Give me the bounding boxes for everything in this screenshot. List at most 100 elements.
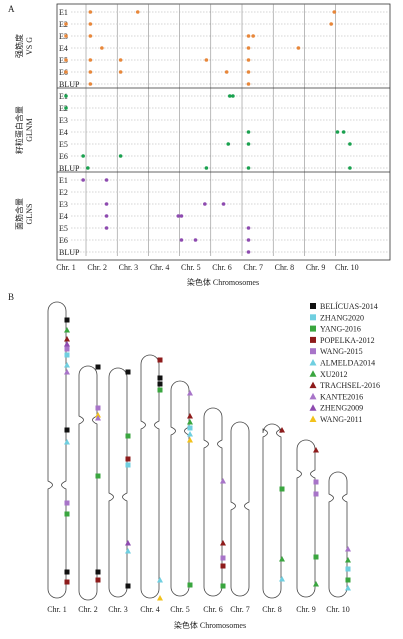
legend-label: XU2012 <box>320 370 348 379</box>
qtl-marker <box>81 178 85 182</box>
panel-a-grid <box>57 4 390 256</box>
chromosome-label: Chr. 8 <box>262 605 282 614</box>
chromosome-label: Chr. 7 <box>243 263 263 272</box>
legend-square-icon <box>310 336 316 343</box>
chromosome-9 <box>296 439 316 598</box>
env-label: E3 <box>59 200 68 209</box>
legend-label: ALMELDA2014 <box>320 359 375 368</box>
chromosome-10 <box>328 471 348 598</box>
qtl-marker <box>348 166 352 170</box>
qtl-marker <box>135 10 140 14</box>
chromosome-label: Chr. 4 <box>150 263 170 272</box>
qtl-marker <box>246 58 251 62</box>
chromosome-8 <box>262 423 282 599</box>
qtl-marker <box>246 82 251 86</box>
legend-square-icon <box>310 325 316 332</box>
qtl-square-marker <box>157 375 163 381</box>
qtl-square-marker <box>345 566 351 572</box>
qtl-triangle-marker <box>187 437 193 443</box>
env-label: E5 <box>59 224 68 233</box>
qtl-marker <box>118 58 123 62</box>
panel-b-label: B <box>8 292 14 302</box>
qtl-marker <box>88 82 93 86</box>
qtl-square-marker <box>187 425 193 431</box>
chromosome-7 <box>230 421 250 597</box>
qtl-triangle-marker <box>187 390 193 396</box>
qtl-triangle-marker <box>95 412 101 418</box>
qtl-marker <box>224 70 229 74</box>
qtl-square-marker <box>313 479 319 485</box>
qtl-triangle-marker <box>125 548 131 554</box>
qtl-marker <box>231 94 235 98</box>
qtl-marker <box>81 154 85 158</box>
qtl-triangle-marker <box>345 585 351 591</box>
chromosome-6 <box>203 407 223 597</box>
qtl-triangle-marker <box>157 577 163 583</box>
chromosome-label: Chr. 4 <box>140 605 160 614</box>
legend-label: YANG-2016 <box>320 325 361 334</box>
chromosome-label: Chr. 6 <box>203 605 223 614</box>
qtl-square-marker <box>187 582 193 588</box>
qtl-triangle-marker <box>279 556 285 562</box>
chromosome-label: Chr. 10 <box>335 263 359 272</box>
qtl-marker <box>100 46 104 50</box>
qtl-square-marker <box>157 357 163 363</box>
env-label: E3 <box>59 32 68 41</box>
qtl-marker <box>246 238 251 242</box>
qtl-marker <box>64 34 68 38</box>
qtl-marker <box>296 46 301 50</box>
chromosome-label: Chr. 1 <box>56 263 76 272</box>
qtl-marker <box>88 70 93 74</box>
legend-triangle-icon <box>309 370 317 377</box>
legend-label: WANG-2015 <box>320 347 363 356</box>
qtl-triangle-marker <box>64 336 70 342</box>
qtl-triangle-marker <box>64 369 70 375</box>
group-title-en: VS G <box>25 37 34 55</box>
qtl-square-marker <box>279 486 285 492</box>
panel-a-group-titles: 强筋度 VS G 籽粒蛋白含量 GLNM 面筋含量 GLNS <box>14 34 34 230</box>
chromosome-label: Chr. 6 <box>212 263 232 272</box>
panel-a: A E1 E2 E3 E4 E5 E6 BLUP E1 E2 E3 E4 E5 E6 BLUP E1 E2 E3… <box>8 3 391 287</box>
qtl-marker <box>86 166 90 170</box>
qtl-marker <box>348 142 352 146</box>
chromosome-3 <box>108 367 128 598</box>
env-label: E2 <box>59 188 68 197</box>
qtl-square-marker <box>95 577 101 583</box>
qtl-square-marker <box>220 555 226 561</box>
qtl-marker <box>246 34 251 38</box>
qtl-square-marker <box>125 369 131 375</box>
env-label: BLUP <box>59 164 80 173</box>
env-label: E5 <box>59 56 68 65</box>
legend-triangle-icon <box>309 392 317 400</box>
qtl-triangle-marker <box>64 327 70 333</box>
qtl-square-marker <box>64 317 70 323</box>
legend-triangle-icon <box>309 381 317 389</box>
qtl-triangle-marker <box>125 540 131 546</box>
panel-a-markers <box>64 10 352 254</box>
qtl-square-marker <box>125 462 131 468</box>
qtl-marker <box>64 58 68 62</box>
chromosome-label: Chr. 5 <box>170 605 190 614</box>
qtl-square-marker <box>95 405 101 411</box>
chromosome-label: Chr. 7 <box>230 605 250 614</box>
panel-b-markers <box>64 317 351 601</box>
qtl-marker <box>104 226 109 230</box>
qtl-square-marker <box>313 554 319 560</box>
qtl-triangle-marker <box>279 576 285 582</box>
qtl-square-marker <box>95 569 101 575</box>
qtl-marker <box>246 250 251 254</box>
panel-a-chromosome-labels: Chr. 1 Chr. 2 Chr. 3 Chr. 4 Chr. 5 Chr. 6 Chr.… <box>56 263 358 272</box>
qtl-marker <box>104 178 109 182</box>
qtl-square-marker <box>64 427 70 433</box>
chromosome-label: Chr. 2 <box>78 605 98 614</box>
env-label: E6 <box>59 152 68 161</box>
qtl-marker <box>246 166 251 170</box>
chromosome-1 <box>47 301 67 599</box>
qtl-square-marker <box>125 583 131 589</box>
chromosome-label: Chr. 9 <box>296 605 316 614</box>
qtl-square-marker <box>64 511 70 517</box>
legend-square-icon <box>310 348 316 355</box>
legend-label: WANG-2011 <box>320 415 362 424</box>
qtl-marker <box>64 70 68 74</box>
legend-square-icon <box>310 303 316 309</box>
